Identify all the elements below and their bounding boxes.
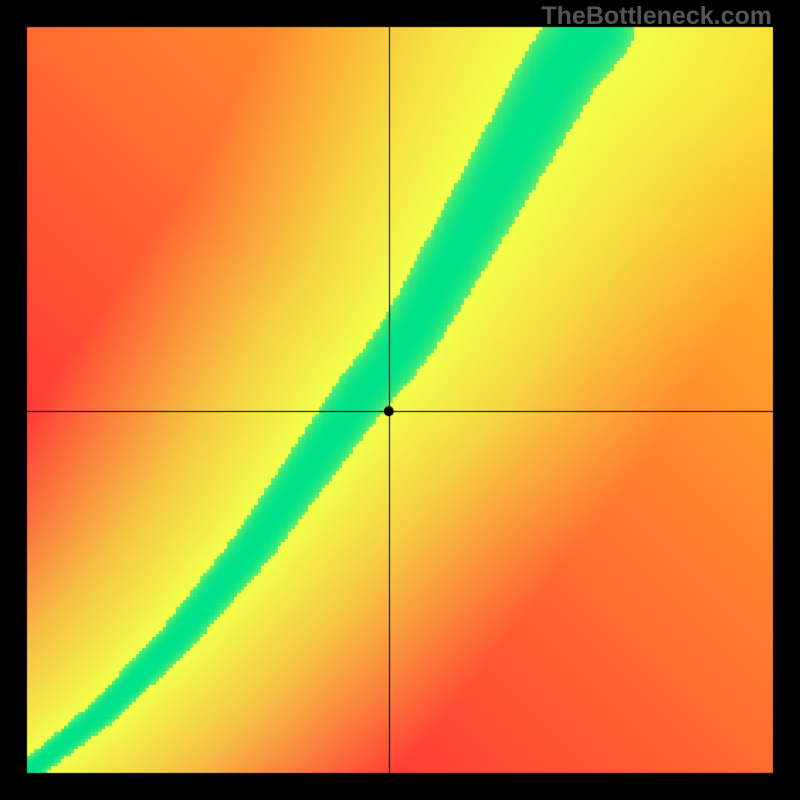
bottleneck-heatmap	[0, 0, 800, 800]
watermark-text: TheBottleneck.com	[541, 2, 772, 31]
chart-container: { "canvas": { "width": 800, "height": 80…	[0, 0, 800, 800]
